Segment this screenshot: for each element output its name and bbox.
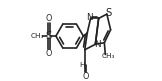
Text: CH₃: CH₃ bbox=[31, 33, 44, 39]
Text: S: S bbox=[45, 31, 52, 41]
Text: O: O bbox=[46, 49, 52, 58]
Text: CH₃: CH₃ bbox=[102, 53, 115, 59]
Text: N: N bbox=[86, 13, 92, 22]
Text: O: O bbox=[82, 72, 89, 81]
Text: H: H bbox=[79, 62, 84, 68]
Text: N: N bbox=[94, 40, 100, 49]
Text: S: S bbox=[105, 8, 111, 18]
Text: O: O bbox=[46, 14, 52, 23]
